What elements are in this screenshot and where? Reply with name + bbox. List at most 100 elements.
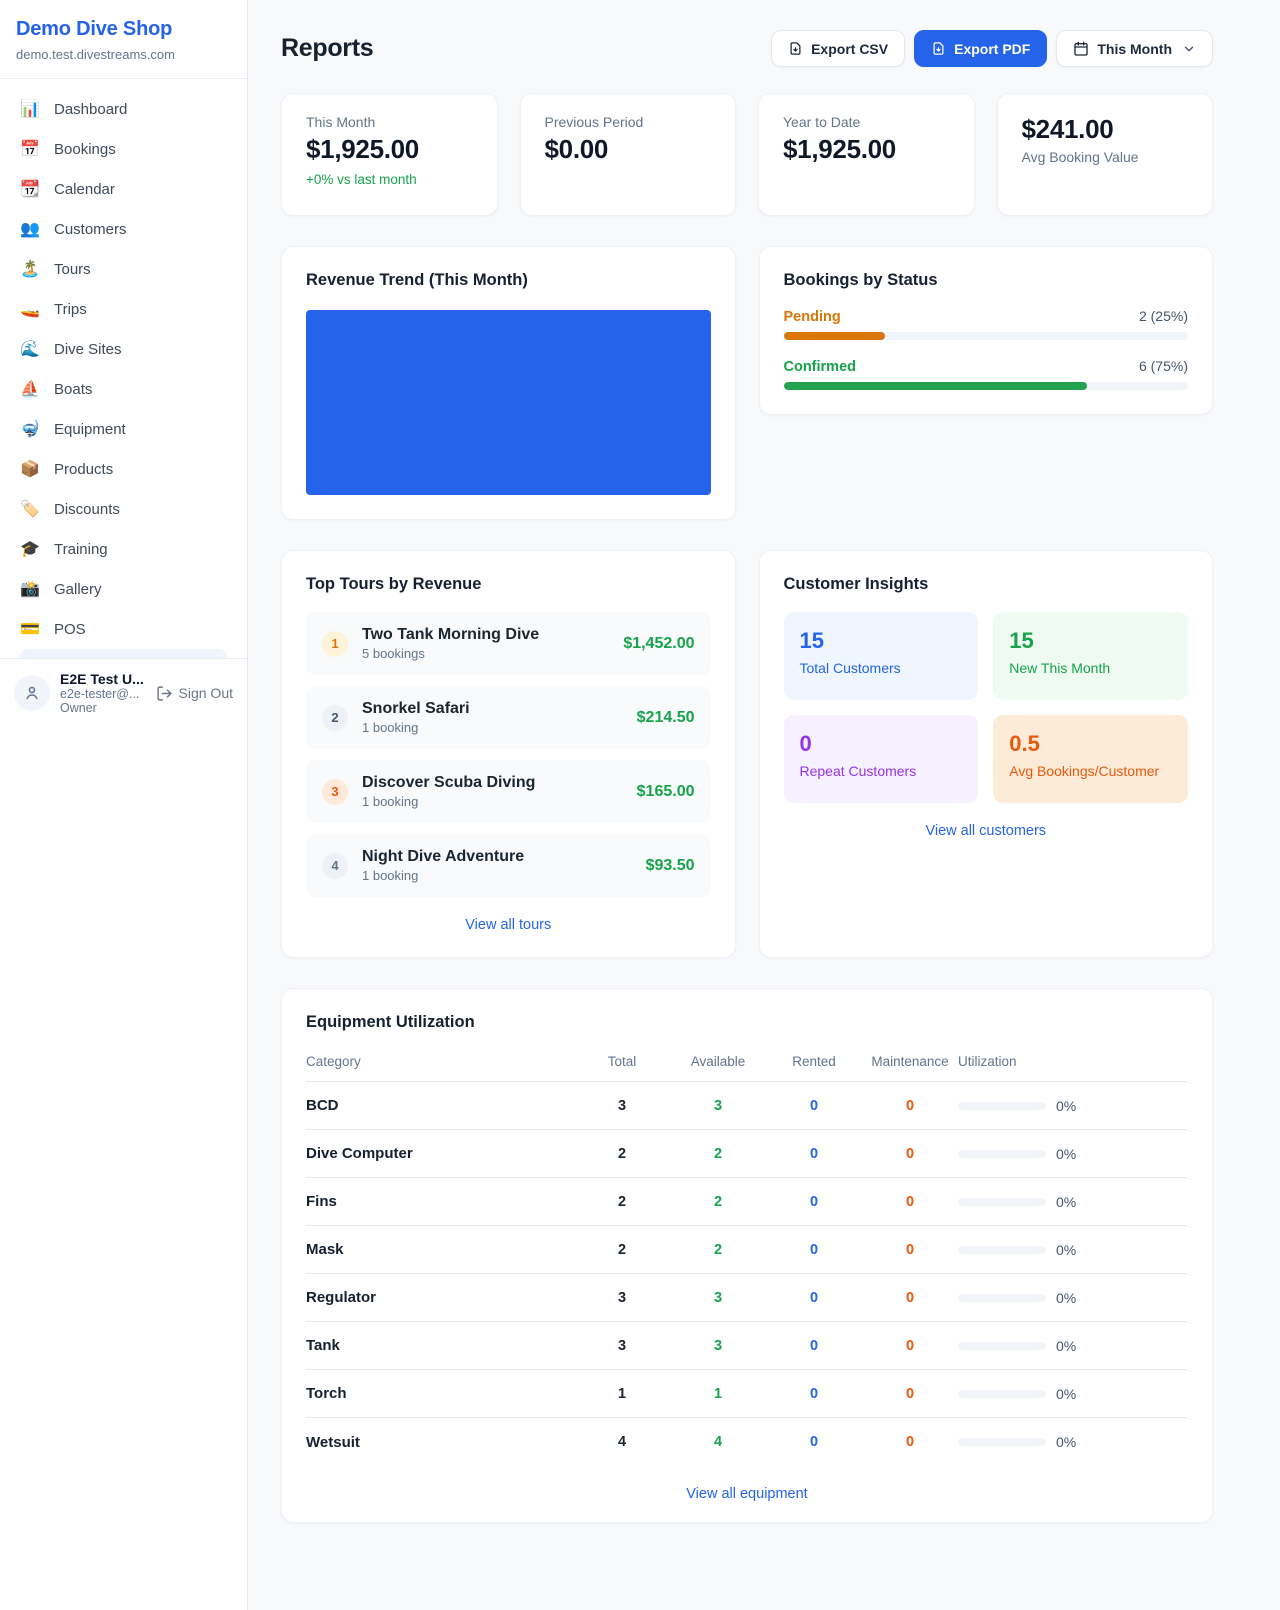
status-bar-track: [783, 382, 1188, 390]
status-name: Pending: [783, 309, 841, 325]
mid-row: Top Tours by Revenue 1 Two Tank Morning …: [281, 550, 1213, 958]
sidebar-item-customers[interactable]: 👥 Customers: [10, 209, 237, 249]
cell-maintenance: 0: [905, 1385, 915, 1402]
sidebar-item-label: Dive Sites: [54, 340, 122, 358]
insight-label: Avg Bookings/Customer: [1009, 763, 1160, 779]
main-content: Reports Export CSV Export PDF This Month: [248, 0, 1280, 1610]
sidebar-item-products[interactable]: 📦 Products: [10, 449, 237, 489]
view-all-tours-link[interactable]: View all tours: [465, 917, 552, 933]
cell-total: 2: [617, 1193, 627, 1210]
sidebar-item-label: Equipment: [54, 420, 126, 438]
cell-total: 1: [617, 1385, 627, 1402]
insight-value: 15: [799, 628, 824, 653]
column-header-category: Category: [306, 1054, 361, 1069]
sidebar-nav: 📊 Dashboard 📅 Bookings 📆 Calendar 👥 Cust…: [0, 79, 247, 658]
equipment-utilization-card: Equipment Utilization Category Total Ava…: [281, 988, 1213, 1523]
cell-total: 2: [617, 1145, 627, 1162]
sidebar-item-tours[interactable]: 🏝️ Tours: [10, 249, 237, 289]
sidebar-item-trips[interactable]: 🚤 Trips: [10, 289, 237, 329]
cell-category: Wetsuit: [306, 1433, 360, 1451]
export-csv-button[interactable]: Export CSV: [771, 30, 906, 67]
cell-maintenance: 0: [905, 1241, 915, 1258]
utilization-bar-track: [958, 1149, 1046, 1158]
diving-mask-icon: 🤿: [20, 421, 40, 438]
utilization-bar-track: [958, 1197, 1046, 1206]
top-tours-card: Top Tours by Revenue 1 Two Tank Morning …: [281, 550, 736, 958]
table-row: Tank 3 3 0 0 0%: [306, 1322, 1188, 1370]
stat-card-avg-booking-value: $241.00 Avg Booking Value: [996, 93, 1213, 216]
table-row: Fins 2 2 0 0 0%: [306, 1178, 1188, 1226]
graduation-cap-icon: 🎓: [20, 541, 40, 558]
sign-out-button[interactable]: Sign Out: [156, 685, 233, 702]
cell-rented: 0: [809, 1145, 819, 1162]
cell-available: 2: [713, 1145, 723, 1162]
cell-available: 4: [713, 1434, 723, 1450]
column-header-maintenance: Maintenance: [871, 1054, 949, 1069]
utilization-percent: 0%: [1056, 1434, 1077, 1450]
shop-name: Demo Dive Shop: [16, 18, 173, 40]
cell-available: 3: [713, 1097, 723, 1114]
stat-label: Avg Booking Value: [1021, 149, 1139, 165]
package-icon: 📦: [20, 461, 40, 478]
tour-list-item[interactable]: 3 Discover Scuba Diving 1 booking $165.0…: [306, 760, 711, 823]
stat-label: Year to Date: [783, 114, 861, 130]
insight-tile-repeat-customers: 0 Repeat Customers: [783, 715, 979, 803]
user-name: E2E Test U...: [60, 671, 144, 687]
utilization-bar-track: [958, 1438, 1046, 1446]
revenue-trend-chart: [306, 310, 711, 495]
sidebar-item-discounts[interactable]: 🏷️ Discounts: [10, 489, 237, 529]
cell-available: 2: [713, 1241, 723, 1258]
speedboat-icon: 🚤: [20, 301, 40, 318]
cell-rented: 0: [809, 1097, 819, 1114]
tour-bookings: 1 booking: [362, 868, 419, 883]
tour-revenue: $93.50: [645, 856, 695, 874]
tour-name: Two Tank Morning Dive: [362, 626, 540, 643]
sidebar-item-gallery[interactable]: 📸 Gallery: [10, 569, 237, 609]
stat-value: $241.00: [1021, 114, 1114, 144]
sidebar-item-dashboard[interactable]: 📊 Dashboard: [10, 89, 237, 129]
stat-value: $0.00: [544, 134, 609, 164]
cell-total: 3: [617, 1337, 627, 1354]
tour-list-item[interactable]: 1 Two Tank Morning Dive 5 bookings $1,45…: [306, 612, 711, 675]
file-download-icon: [933, 42, 944, 55]
sidebar-item-dive-sites[interactable]: 🌊 Dive Sites: [10, 329, 237, 369]
tour-list-item[interactable]: 4 Night Dive Adventure 1 booking $93.50: [306, 834, 711, 897]
sidebar-item-calendar[interactable]: 📆 Calendar: [10, 169, 237, 209]
view-all-customers-link[interactable]: View all customers: [925, 823, 1047, 839]
export-pdf-button[interactable]: Export PDF: [914, 30, 1048, 67]
sidebar-item-pos[interactable]: 💳 POS: [10, 609, 237, 649]
view-all-equipment-link[interactable]: View all equipment: [686, 1486, 808, 1502]
period-dropdown[interactable]: This Month: [1056, 30, 1213, 67]
page-header: Reports Export CSV Export PDF This Month: [281, 30, 1213, 67]
utilization-percent: 0%: [1056, 1193, 1077, 1210]
sidebar-item-label: Bookings: [54, 140, 116, 158]
tag-icon: 🏷️: [20, 501, 40, 518]
sidebar-item-boats[interactable]: ⛵ Boats: [10, 369, 237, 409]
cell-category: BCD: [306, 1097, 339, 1114]
tour-list-item[interactable]: 2 Snorkel Safari 1 booking $214.50: [306, 686, 711, 749]
sidebar: Demo Dive Shop demo.test.divestreams.com…: [0, 0, 248, 1610]
cell-rented: 0: [809, 1289, 819, 1306]
revenue-trend-title: Revenue Trend (This Month): [306, 271, 528, 289]
sidebar-item-equipment[interactable]: 🤿 Equipment: [10, 409, 237, 449]
sidebar-item-bookings[interactable]: 📅 Bookings: [10, 129, 237, 169]
sidebar-item-selected-partial[interactable]: [20, 649, 227, 658]
rank-badge: 1: [322, 630, 348, 657]
rank-badge: 2: [322, 704, 348, 731]
table-row: Dive Computer 2 2 0 0 0%: [306, 1130, 1188, 1178]
bookings-by-status-card: Bookings by Status Pending 2 (25%) Confi…: [758, 246, 1213, 415]
tour-list: 1 Two Tank Morning Dive 5 bookings $1,45…: [306, 612, 711, 897]
sidebar-item-label: POS: [54, 620, 86, 638]
customer-insights-card: Customer Insights 15 Total Customers 15 …: [758, 550, 1213, 958]
insight-label: Total Customers: [799, 660, 901, 676]
insight-value: 0: [799, 731, 812, 756]
page-title: Reports: [281, 34, 374, 62]
sidebar-item-training[interactable]: 🎓 Training: [10, 529, 237, 569]
insight-label: New This Month: [1009, 660, 1111, 676]
utilization-percent: 0%: [1056, 1241, 1077, 1258]
utilization-bar-track: [958, 1389, 1046, 1398]
island-icon: 🏝️: [20, 261, 40, 278]
cell-rented: 0: [809, 1193, 819, 1210]
cell-available: 3: [713, 1337, 723, 1354]
insight-value: 15: [1009, 628, 1034, 653]
